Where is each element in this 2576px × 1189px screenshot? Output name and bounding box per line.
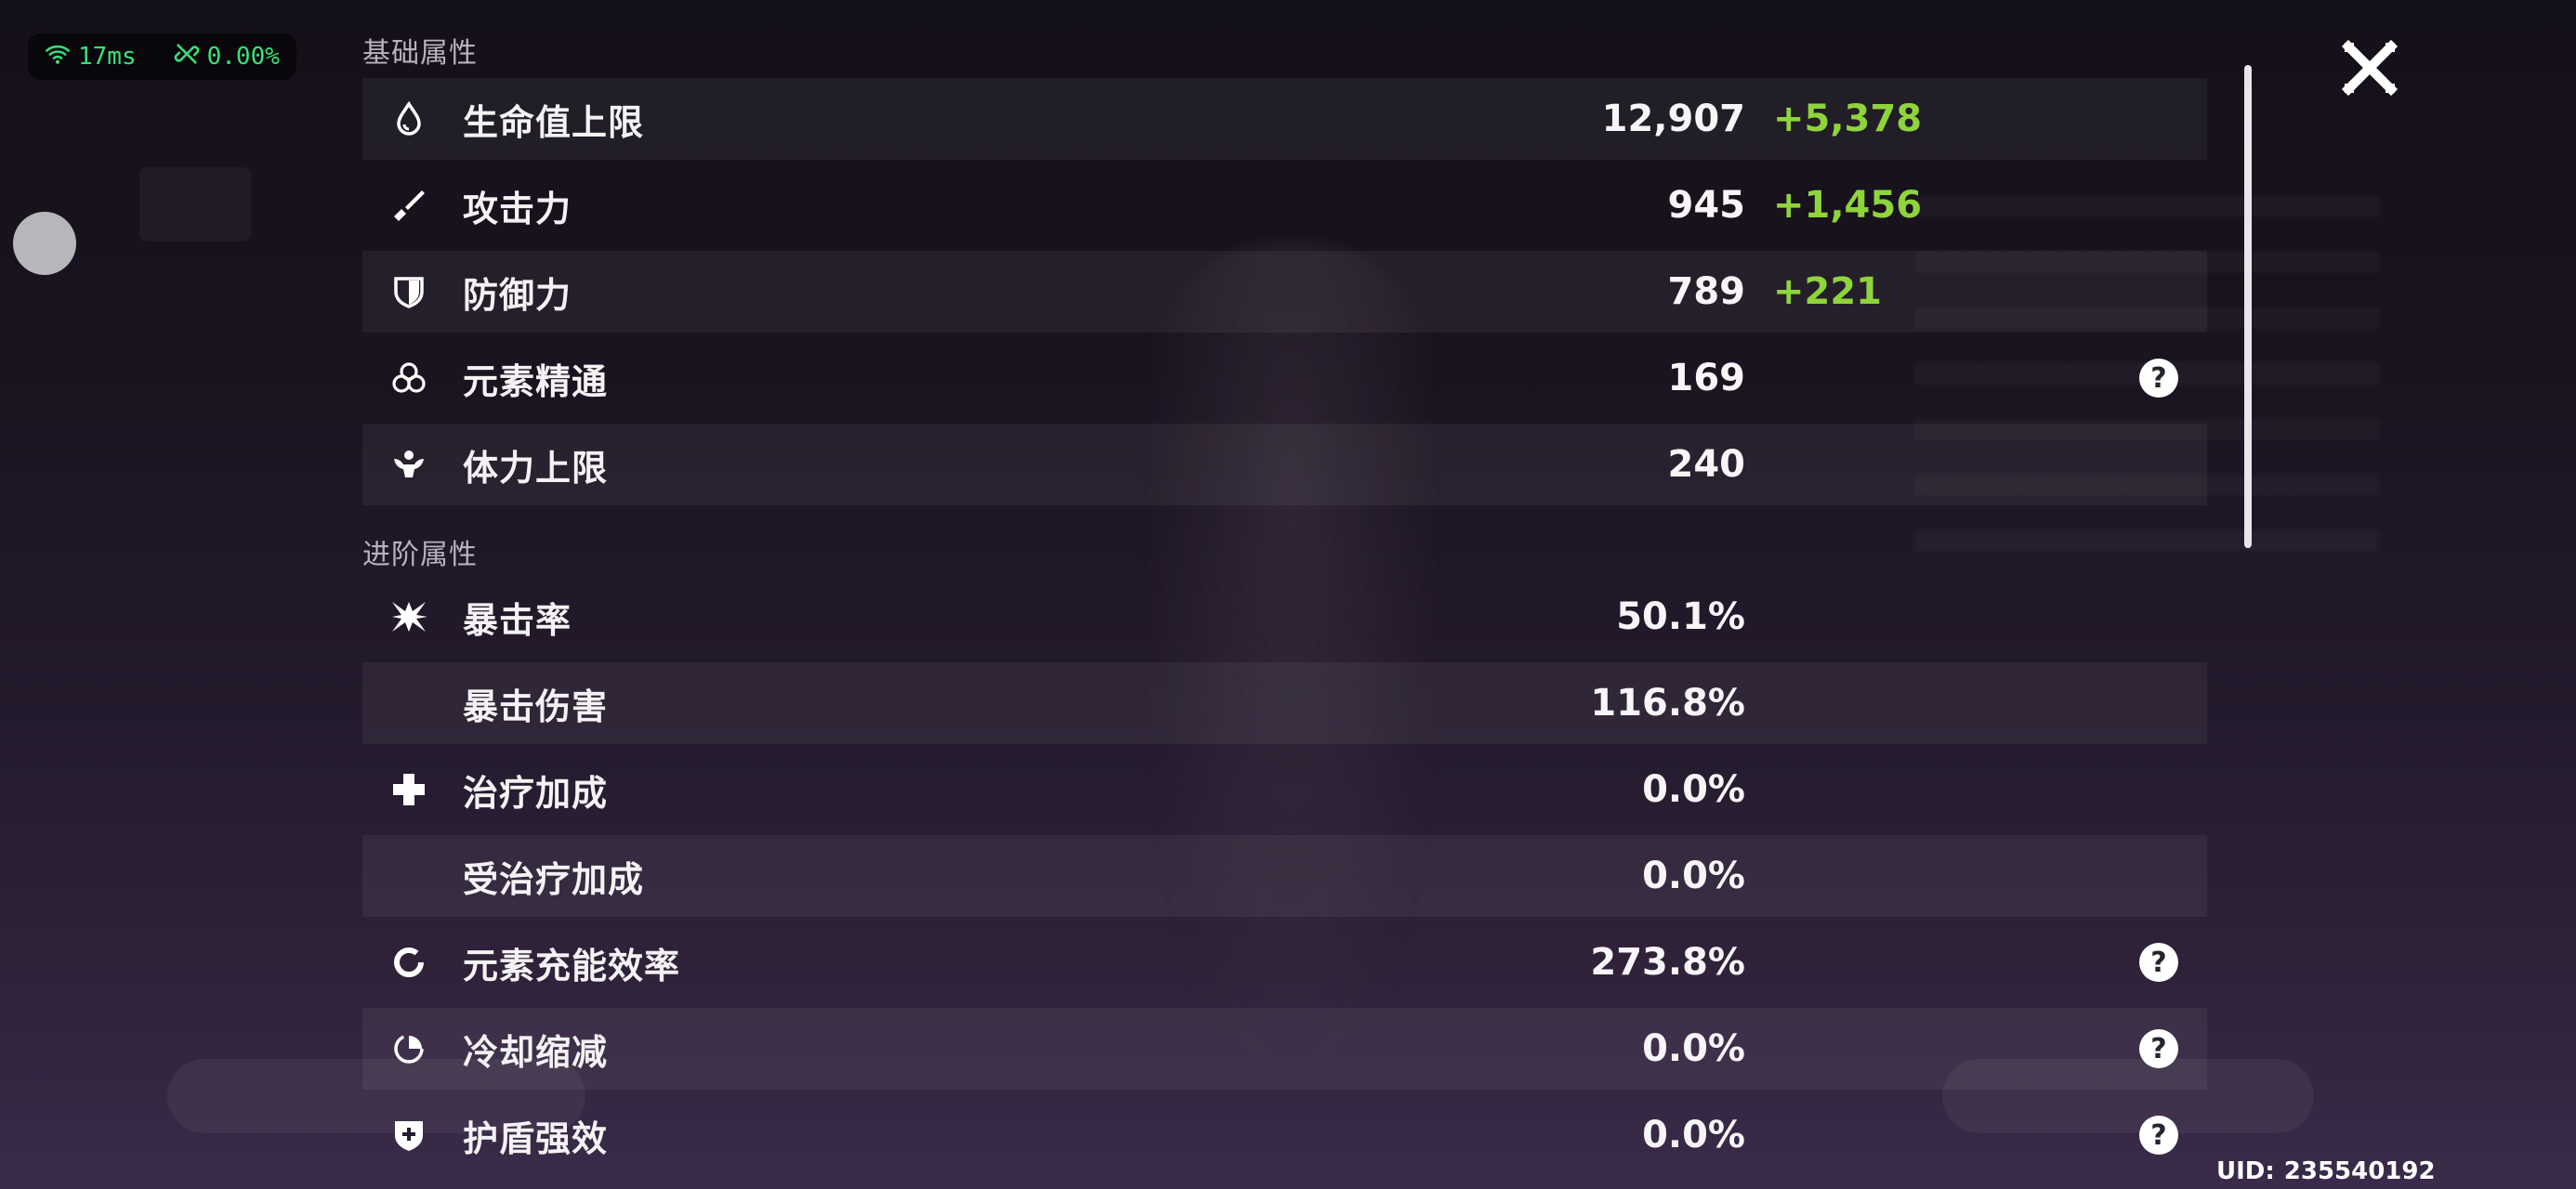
shield-icon xyxy=(390,273,427,310)
cooldown-icon xyxy=(390,1030,427,1067)
stat-bonus: +1,456 xyxy=(1773,184,1923,227)
stat-value: 789 xyxy=(1667,270,1746,313)
stat-value: 169 xyxy=(1667,357,1746,399)
ping-value: 17ms xyxy=(78,43,137,71)
stat-row-cooldown-reduction: 冷却缩减 0.0% ? xyxy=(362,1008,2207,1090)
uid-display: UID: 235540192 xyxy=(2216,1157,2436,1185)
energy-recharge-icon xyxy=(390,944,427,981)
stat-row-elemental-mastery: 元素精通 169 ? xyxy=(362,337,2207,419)
stat-value: 0.0% xyxy=(1642,1114,1745,1156)
background-character xyxy=(1152,242,1431,1078)
scrollbar[interactable] xyxy=(2244,65,2252,548)
stamina-icon xyxy=(390,446,427,483)
floating-assist-ball[interactable] xyxy=(13,212,76,275)
stat-value: 0.0% xyxy=(1642,1027,1745,1070)
stat-value: 273.8% xyxy=(1590,941,1745,984)
background-bottom-bar-right xyxy=(1942,1059,2314,1133)
wifi-icon xyxy=(45,41,71,73)
section-title-base: 基础属性 xyxy=(362,37,478,70)
uid-value: 235540192 xyxy=(2283,1157,2436,1185)
stat-label: 暴击伤害 xyxy=(463,686,609,727)
stat-row-def: 防御力 789 +221 xyxy=(362,251,2207,333)
stat-label: 护盾强效 xyxy=(463,1117,609,1159)
stat-label: 冷却缩减 xyxy=(463,1031,609,1073)
background-bottom-bar-left xyxy=(167,1059,585,1133)
hp-drop-icon xyxy=(390,100,427,137)
stat-row-shield-strength: 护盾强效 0.0% ? xyxy=(362,1094,2207,1176)
stat-value: 12,907 xyxy=(1601,98,1745,140)
stat-row-stamina: 体力上限 240 xyxy=(362,424,2207,505)
stat-row-atk: 攻击力 945 +1,456 xyxy=(362,164,2207,246)
stat-label: 攻击力 xyxy=(463,188,572,229)
stat-value: 50.1% xyxy=(1616,595,1745,638)
uid-label: UID: xyxy=(2216,1157,2275,1185)
stat-row-hp: 生命值上限 12,907 +5,378 xyxy=(362,78,2207,160)
background-panel xyxy=(139,167,251,242)
loss-value: 0.00% xyxy=(206,43,280,71)
close-button[interactable] xyxy=(2337,35,2402,100)
packet-loss-icon xyxy=(174,41,200,73)
stat-bonus: +5,378 xyxy=(1773,98,1923,140)
crit-star-icon xyxy=(390,598,427,635)
stat-label: 受治疗加成 xyxy=(463,858,645,900)
stat-label: 元素充能效率 xyxy=(463,945,681,986)
stat-label: 生命值上限 xyxy=(463,101,645,143)
stat-label: 暴击率 xyxy=(463,599,572,641)
stat-label: 体力上限 xyxy=(463,447,609,489)
stat-row-crit-dmg: 暴击伤害 116.8% xyxy=(362,662,2207,744)
network-overlay: 17ms 0.00% xyxy=(28,33,296,80)
healing-cross-icon xyxy=(390,771,427,808)
loss-indicator: 0.00% xyxy=(174,41,280,73)
element-mastery-icon xyxy=(390,359,427,397)
section-title-advanced: 进阶属性 xyxy=(362,539,478,571)
help-button[interactable]: ? xyxy=(2139,1116,2178,1155)
sword-icon xyxy=(390,187,427,224)
stat-value: 240 xyxy=(1667,443,1746,486)
stat-row-energy-recharge: 元素充能效率 273.8% ? xyxy=(362,921,2207,1003)
stat-value: 116.8% xyxy=(1590,682,1745,725)
help-button[interactable]: ? xyxy=(2139,943,2178,982)
stat-row-crit-rate: 暴击率 50.1% xyxy=(362,576,2207,658)
stat-value: 945 xyxy=(1667,184,1746,227)
stat-bonus: +221 xyxy=(1773,270,1883,313)
stat-label: 元素精通 xyxy=(463,360,609,402)
help-button[interactable]: ? xyxy=(2139,1029,2178,1068)
stat-value: 0.0% xyxy=(1642,855,1745,897)
shield-strength-icon xyxy=(390,1117,427,1154)
close-icon xyxy=(2337,39,2402,104)
stat-row-healing-bonus: 治疗加成 0.0% xyxy=(362,749,2207,830)
stat-row-incoming-healing: 受治疗加成 0.0% xyxy=(362,835,2207,917)
ping-indicator: 17ms xyxy=(45,41,137,73)
help-button[interactable]: ? xyxy=(2139,359,2178,398)
stat-value: 0.0% xyxy=(1642,768,1745,811)
stat-label: 治疗加成 xyxy=(463,772,609,814)
stat-label: 防御力 xyxy=(463,274,572,316)
